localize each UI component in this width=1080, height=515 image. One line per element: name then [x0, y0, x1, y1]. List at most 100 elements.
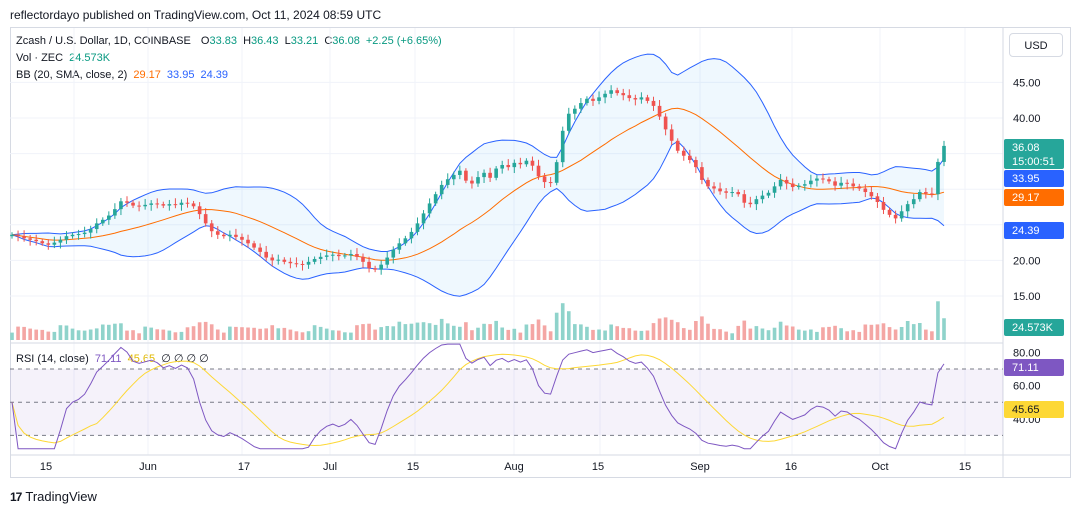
- volume-bar: [403, 324, 408, 340]
- candle-body: [530, 160, 535, 166]
- volume-bar: [94, 328, 99, 340]
- candle-body: [506, 164, 511, 168]
- last-price-tag-text: 15:00:51: [1012, 156, 1055, 168]
- volume-bar: [784, 325, 789, 340]
- candle-body: [512, 162, 517, 168]
- tradingview-brand: TradingView: [25, 489, 97, 504]
- volume-bar: [482, 323, 486, 340]
- candle-body: [476, 177, 480, 184]
- candle-body: [246, 239, 250, 244]
- candle-body: [566, 113, 571, 131]
- candle-body: [228, 234, 232, 237]
- candle-body: [22, 236, 26, 239]
- candle-body: [209, 223, 214, 232]
- volume-bar: [809, 329, 813, 340]
- candle-body: [439, 184, 444, 195]
- volume-bar: [930, 331, 934, 340]
- candle-body: [494, 168, 498, 178]
- volume-bar: [911, 324, 916, 340]
- volume-bar: [355, 325, 359, 340]
- candle-body: [809, 180, 813, 185]
- candle-body: [796, 185, 801, 188]
- candle-body: [766, 192, 771, 196]
- volume-bar: [137, 333, 141, 340]
- volume-bar: [330, 330, 335, 340]
- volume-bar: [458, 326, 462, 340]
- price-tick-label: 15.00: [1013, 291, 1041, 303]
- volume-bar: [579, 324, 583, 340]
- currency-button[interactable]: USD: [1009, 33, 1063, 57]
- volume-bar: [391, 326, 396, 340]
- tradingview-footer[interactable]: 17 TradingView: [10, 489, 97, 504]
- candle-body: [143, 204, 147, 207]
- volume-bar: [64, 325, 69, 340]
- volume-bar: [373, 329, 377, 340]
- rsi-tag-bg: [1004, 359, 1064, 376]
- candle-body: [917, 192, 922, 200]
- volume-bar: [675, 322, 680, 340]
- symbol-name: Zcash / U.S. Dollar, 1D, COINBASE: [16, 35, 191, 47]
- candle-body: [542, 176, 547, 183]
- candle-body: [445, 179, 450, 185]
- volume-bar: [712, 328, 716, 340]
- volume-bar: [119, 323, 123, 340]
- volume-legend[interactable]: Vol · ZEC 24.573K: [16, 52, 113, 64]
- candle-body: [875, 196, 880, 203]
- volume-bar: [700, 316, 704, 340]
- candle-body: [893, 214, 898, 219]
- candle-body: [161, 204, 166, 206]
- volume-bar: [324, 328, 329, 340]
- volume-bar: [924, 329, 928, 340]
- volume-bar: [500, 327, 505, 340]
- candle-body: [651, 100, 656, 106]
- candle-body: [712, 186, 716, 189]
- candle-body: [415, 223, 420, 232]
- time-tick-label: 16: [785, 461, 797, 473]
- bb-legend[interactable]: BB (20, SMA, close, 2) 29.17 33.95 24.39: [16, 69, 231, 81]
- rsi-tick-label: 60.00: [1013, 381, 1041, 393]
- volume-bar: [718, 329, 722, 340]
- volume-bar: [942, 318, 946, 340]
- candle-body: [554, 162, 559, 183]
- volume-bar: [863, 324, 868, 340]
- volume-bar: [694, 321, 698, 340]
- candle-body: [64, 236, 69, 240]
- bb-mid-tag-bg: [1004, 189, 1064, 206]
- candle-body: [621, 93, 626, 96]
- candle-body: [40, 241, 45, 244]
- candle-body: [772, 186, 777, 193]
- high-label: H: [243, 35, 252, 47]
- volume-bar: [131, 330, 135, 340]
- volume-bar: [58, 325, 63, 340]
- candle-body: [88, 229, 93, 233]
- candle-body: [361, 256, 365, 262]
- volume-bar: [476, 327, 480, 340]
- symbol-legend[interactable]: Zcash / U.S. Dollar, 1D, COINBASE O33.83…: [16, 35, 445, 47]
- time-tick-label: 15: [40, 461, 52, 473]
- volume-bar: [155, 329, 160, 340]
- change-value: +2.25 (+6.65%): [365, 35, 442, 47]
- volume-bar: [76, 330, 81, 340]
- candle-body: [633, 98, 638, 100]
- price-tick-label: 40.00: [1013, 113, 1041, 125]
- volume-bar: [318, 326, 323, 340]
- candle-body: [706, 179, 710, 187]
- candle-body: [524, 160, 529, 165]
- candle-body: [754, 199, 759, 205]
- volume-bar: [409, 323, 414, 340]
- bb-upper-value: 33.95: [166, 69, 195, 81]
- time-tick-label: Sep: [690, 461, 710, 473]
- volume-bar: [421, 322, 426, 340]
- candle-body: [603, 93, 607, 98]
- volume-bar: [149, 327, 154, 340]
- volume-bar: [881, 323, 886, 340]
- candle-body: [863, 188, 868, 193]
- volume-bar: [28, 328, 32, 340]
- candle-body: [318, 256, 323, 259]
- bb-lower-tag-bg: [1004, 222, 1064, 239]
- volume-bar: [688, 329, 692, 340]
- volume-bar: [536, 319, 541, 340]
- candle-body: [82, 232, 87, 235]
- volume-bar: [70, 328, 75, 340]
